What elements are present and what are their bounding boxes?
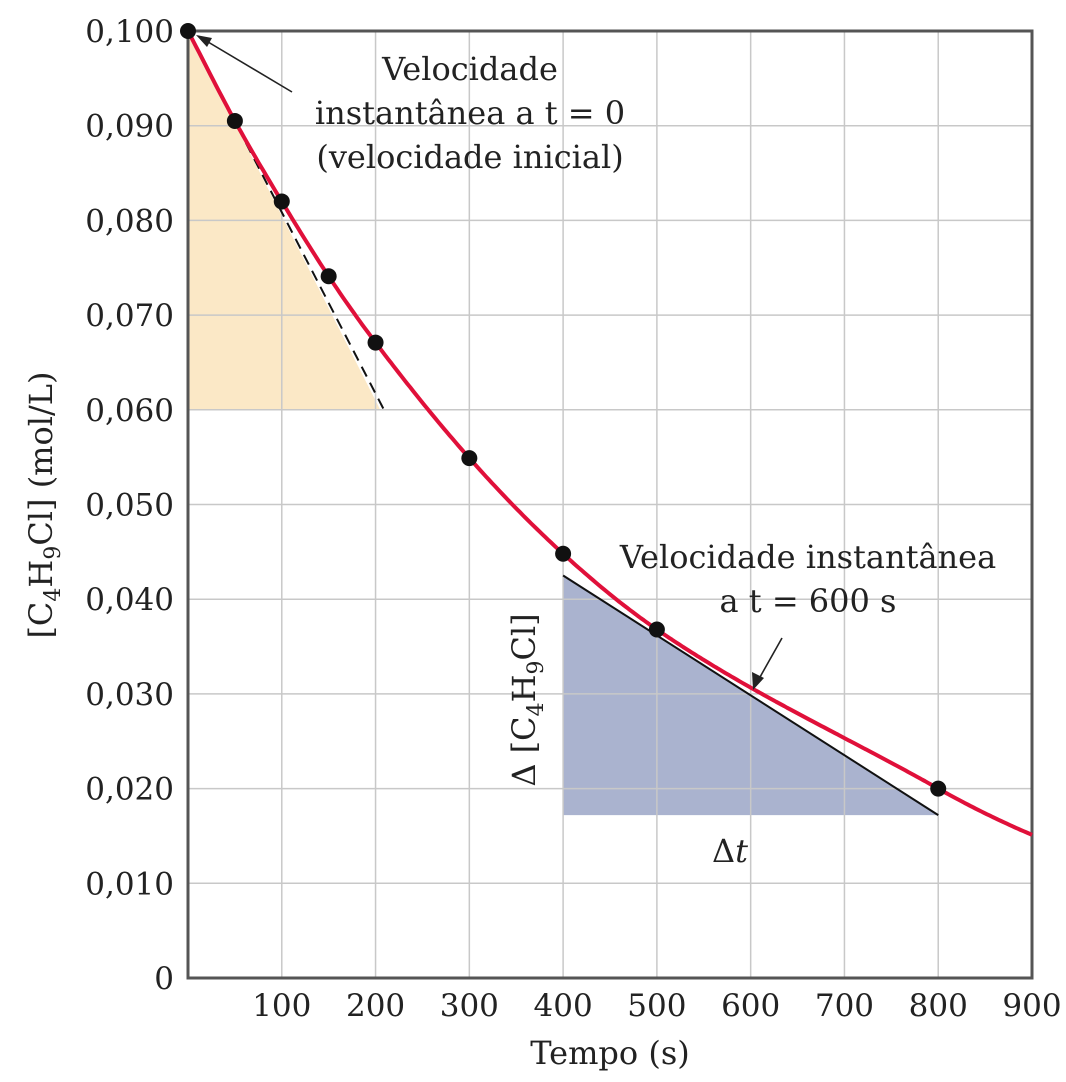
- annotation-initial-rate-line-3: (velocidade inicial): [316, 138, 623, 176]
- data-points: [180, 23, 947, 797]
- data-point-3: [320, 268, 337, 285]
- annotation-initial-rate-line-1: Velocidade: [381, 50, 558, 88]
- x-axis-label: Tempo (s): [530, 1034, 689, 1072]
- y-tick-label-9: 0,090: [85, 109, 174, 145]
- y-tick-label-4: 0,040: [85, 582, 174, 618]
- data-point-2: [273, 193, 290, 210]
- data-point-8: [930, 780, 947, 797]
- y-tick-label-1: 0,010: [85, 866, 174, 902]
- y-tick-label-6: 0,060: [85, 393, 174, 429]
- x-tick-labels: 100 200 300 400 500 600 700 800 900: [252, 988, 1061, 1024]
- annotation-rate-600: Velocidade instantânea a t = 600 s: [619, 538, 996, 690]
- y-tick-label-0: 0: [154, 961, 174, 997]
- delta-time-label: Δt: [712, 832, 748, 870]
- x-tick-label-8: 900: [1002, 988, 1061, 1024]
- plot-frame: [186, 29, 1034, 980]
- annotation-initial-rate-arrowhead: [196, 35, 212, 47]
- grid: [188, 31, 1032, 978]
- x-tick-label-0: 100: [252, 988, 311, 1024]
- y-tick-label-10: 0,100: [85, 14, 174, 50]
- x-tick-label-3: 400: [534, 988, 593, 1024]
- delta-concentration-label: Δ [C4H9Cl]: [505, 613, 549, 786]
- x-tick-label-7: 800: [909, 988, 968, 1024]
- y-tick-label-2: 0,020: [85, 772, 174, 808]
- y-tick-label-3: 0,030: [85, 677, 174, 713]
- y-tick-label-5: 0,050: [85, 488, 174, 524]
- data-point-0: [180, 23, 196, 39]
- data-point-7: [648, 621, 665, 638]
- data-point-6: [555, 545, 572, 562]
- data-point-4: [367, 334, 384, 351]
- annotation-rate-600-line-1: Velocidade instantânea: [619, 538, 996, 576]
- x-tick-label-6: 700: [815, 988, 874, 1024]
- x-tick-label-4: 500: [627, 988, 686, 1024]
- annotation-initial-rate-line-2: instantânea a t = 0: [315, 94, 625, 132]
- y-tick-label-7: 0,070: [85, 298, 174, 334]
- annotation-initial-rate-arrow: [197, 35, 293, 93]
- y-tick-labels: 0 0,010 0,020 0,030 0,040 0,050 0,060 0,070 0,08…: [85, 14, 174, 997]
- y-tick-label-8: 0,080: [85, 203, 174, 239]
- y-axis-label: [C4H9Cl] (mol/L): [22, 371, 66, 638]
- tangent-lines: [187, 30, 939, 816]
- x-tick-label-1: 200: [346, 988, 405, 1024]
- x-tick-label-5: 600: [721, 988, 780, 1024]
- annotation-rate-600-line-2: a t = 600 s: [720, 582, 897, 620]
- annotation-initial-rate: Velocidade instantânea a t = 0 (velocida…: [196, 35, 625, 176]
- tangent-line-1: [562, 574, 939, 816]
- x-tick-label-2: 300: [440, 988, 499, 1024]
- data-point-5: [461, 450, 478, 467]
- annotation-rate-600-arrowhead: [752, 672, 764, 690]
- data-point-1: [226, 112, 243, 129]
